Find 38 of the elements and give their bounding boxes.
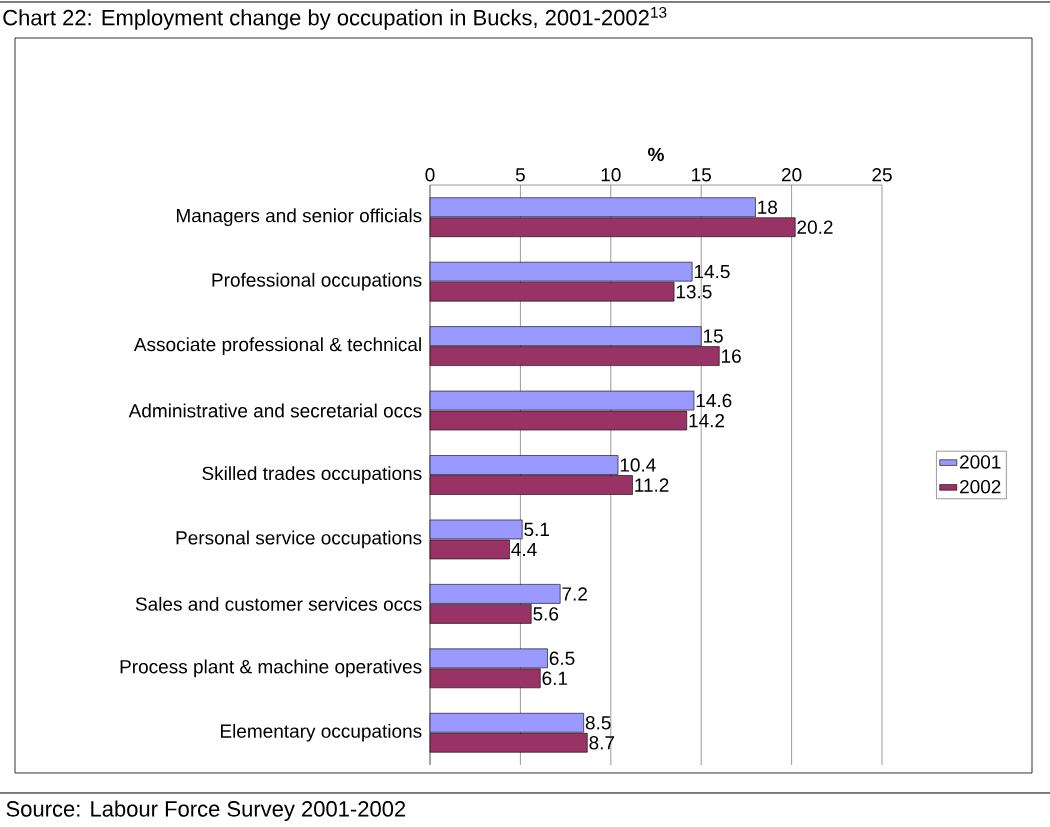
data-label: 15 bbox=[703, 329, 723, 343]
chart-title: Chart 22: Employment change by occupation in Bucks, 2001-2002$^{13}$ bbox=[3, 6, 667, 30]
x-tick-label: 15 bbox=[692, 168, 711, 182]
legend-label: 2001 bbox=[960, 455, 1001, 469]
data-label: 14.2 bbox=[689, 413, 725, 428]
data-label: 8.7 bbox=[589, 736, 615, 750]
data-label: 10.4 bbox=[620, 458, 656, 472]
y-tick-label: Process plant & machine operatives bbox=[120, 659, 422, 678]
y-tick-label: Personal service occupations bbox=[176, 530, 422, 549]
y-tick-label: Managers and senior officials bbox=[176, 208, 422, 227]
data-label: 16 bbox=[722, 349, 741, 363]
y-tick-label: Skilled trades occupations bbox=[202, 466, 422, 484]
data-label: 14.5 bbox=[694, 265, 730, 279]
data-label: 6.1 bbox=[542, 671, 568, 686]
y-tick-label: Administrative and secretarial occs bbox=[128, 403, 422, 418]
y-tick-label: Elementary occupations bbox=[220, 723, 422, 742]
data-label: 4.4 bbox=[511, 542, 537, 556]
y-tick-label: Professional occupations bbox=[212, 272, 422, 291]
data-label: 13.5 bbox=[676, 284, 712, 299]
x-axis-title: % bbox=[648, 147, 664, 162]
y-tick-label: Associate professional & technical bbox=[133, 337, 421, 355]
data-label: 18 bbox=[758, 200, 778, 214]
data-label: 5.6 bbox=[533, 607, 559, 621]
data-label: 5.1 bbox=[524, 522, 549, 537]
x-tick-label: 0 bbox=[425, 168, 435, 182]
data-label: 11.2 bbox=[635, 478, 669, 492]
x-tick-label: 20 bbox=[781, 168, 802, 182]
data-label: 20.2 bbox=[797, 220, 833, 234]
data-label: 7.2 bbox=[562, 587, 587, 601]
x-tick-label: 5 bbox=[515, 168, 525, 182]
y-tick-label: Sales and customer services occs bbox=[135, 596, 422, 611]
data-label: 6.5 bbox=[549, 651, 575, 666]
x-tick-label: 10 bbox=[601, 168, 621, 182]
source-note: Source: Labour Force Survey 2001-2002 bbox=[6, 800, 406, 822]
x-tick-label: 25 bbox=[872, 168, 892, 182]
legend-label: 2002 bbox=[960, 479, 1001, 494]
data-label: 14.6 bbox=[696, 393, 732, 408]
data-label: 8.5 bbox=[585, 716, 611, 730]
